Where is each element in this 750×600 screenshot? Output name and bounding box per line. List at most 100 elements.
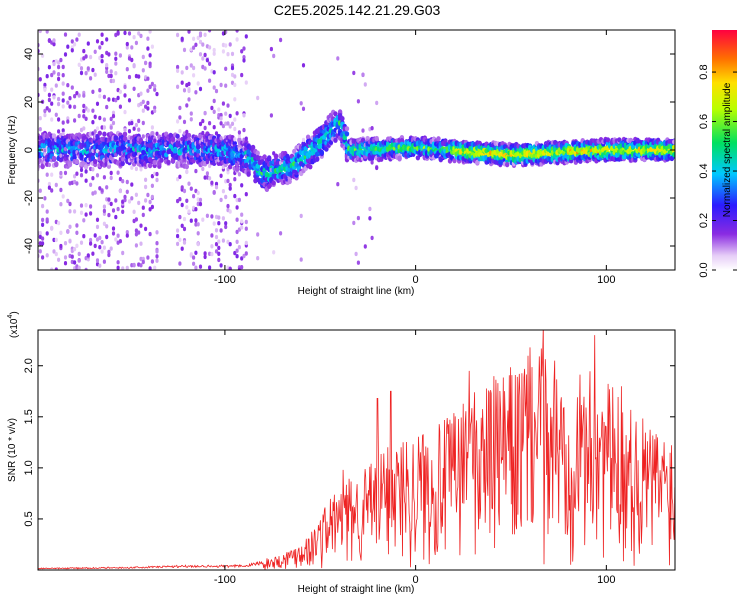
spectrogram-noise-cell — [212, 125, 216, 130]
spectrogram-cell — [333, 137, 338, 143]
spectrogram-noise-cell — [91, 89, 95, 95]
spectrogram-cell — [273, 153, 279, 159]
spectrogram-noise-cell — [134, 192, 138, 197]
spectrogram-cell — [319, 149, 324, 155]
spectrogram-noise-cell — [134, 217, 138, 222]
spectrogram-noise-cell — [233, 74, 237, 79]
spectrogram-noise-cell — [130, 45, 134, 50]
spectrogram-noise-cell — [198, 52, 203, 57]
spectrogram-noise-cell — [176, 233, 180, 239]
spectrogram-noise-cell — [91, 176, 95, 181]
spectrogram-noise-cell — [240, 72, 244, 78]
spectrogram-noise-cell — [47, 92, 52, 98]
spectrogram-noise-cell — [84, 169, 88, 174]
spectrogram-noise-cell — [212, 70, 216, 75]
spectrogram-noise-cell — [217, 239, 221, 244]
spectrogram-noise-cell — [219, 228, 223, 233]
spectrogram-noise-cell — [226, 203, 230, 209]
x-tick-label: 100 — [597, 574, 615, 586]
y-tick-label: 1.5 — [23, 409, 35, 424]
spectrogram-noise-cell — [47, 181, 52, 187]
spectrogram-noise-cell — [370, 126, 374, 131]
spectrogram-noise-cell — [233, 117, 237, 122]
spectrogram-noise-cell — [59, 170, 63, 176]
spectrogram-noise-cell — [189, 186, 193, 191]
spectrogram-noise-cell — [102, 208, 106, 214]
spectrogram-noise-cell — [82, 218, 86, 223]
spectrogram-noise-cell — [57, 101, 61, 107]
spectrogram-noise-cell — [299, 257, 303, 262]
spectrogram-noise-cell — [150, 81, 154, 87]
spectrogram-noise-cell — [98, 45, 102, 50]
spectrogram-noise-cell — [146, 88, 150, 93]
spectrogram-noise-cell — [301, 106, 306, 112]
spectrogram-noise-cell — [224, 194, 228, 200]
spectrogram-noise-cell — [111, 208, 116, 213]
spectrogram-cell — [436, 136, 441, 142]
spectrogram-noise-cell — [155, 91, 159, 97]
spectrogram-noise-cell — [70, 48, 74, 53]
spectrogram-noise-cell — [196, 231, 200, 236]
spectrogram-cell — [308, 164, 313, 170]
spectrogram-noise-cell — [180, 70, 184, 75]
spectrogram-noise-cell — [155, 241, 159, 246]
spectrogram-noise-cell — [93, 243, 97, 249]
spectrogram-noise-cell — [63, 261, 68, 266]
spectrogram-noise-cell — [134, 122, 138, 128]
spectrogram-noise-cell — [130, 57, 134, 63]
spectrogram-noise-cell — [89, 211, 93, 216]
spectrogram-noise-cell — [150, 194, 154, 200]
snr-x-ticks: -100 0 100 — [214, 330, 616, 586]
spectrogram-noise-cell — [107, 97, 111, 102]
spectrogram-noise-cell — [134, 228, 138, 233]
y-tick-label: 2.0 — [23, 358, 35, 373]
spectrogram-noise-cell — [121, 250, 125, 256]
spectrogram-noise-cell — [244, 136, 248, 141]
spectrogram-cell — [51, 133, 57, 139]
spectrogram-cell — [40, 163, 45, 169]
spectrogram-cell — [287, 178, 292, 185]
spectrogram-noise-cell — [107, 212, 111, 218]
spectrogram-noise-cell — [139, 241, 143, 246]
spectrogram-noise-cell — [86, 108, 90, 113]
spectrogram-noise-cell — [356, 99, 360, 104]
spectrogram-noise-cell — [105, 185, 109, 190]
spectrogram-noise-cell — [148, 53, 152, 58]
spectrogram-noise-cell — [102, 204, 106, 209]
spectrogram-noise-cell — [201, 56, 205, 61]
spectrogram-noise-cell — [82, 114, 86, 119]
spectrogram-noise-cell — [77, 265, 81, 270]
spectrogram-cell — [173, 148, 178, 154]
spectrogram-noise-cell — [137, 127, 141, 132]
spectrogram-noise-cell — [45, 217, 49, 222]
spectrogram-noise-cell — [237, 172, 241, 177]
spectrogram-noise-cell — [102, 221, 106, 226]
spectrogram-noise-cell — [203, 251, 207, 256]
spectrogram-noise-cell — [228, 42, 232, 47]
spectrogram-noise-cell — [130, 165, 134, 170]
spectrogram-noise-cell — [52, 249, 56, 254]
spectrogram-noise-cell — [57, 220, 61, 226]
spectrogram-cell — [246, 171, 251, 177]
spectrogram-noise-cell — [86, 41, 90, 46]
spectrogram-noise-cell — [63, 52, 68, 57]
spectrogram-noise-cell — [203, 32, 207, 37]
spectrogram-noise-cell — [47, 162, 52, 168]
spectrogram-noise-cell — [121, 179, 125, 184]
spectrogram-noise-cell — [146, 46, 150, 51]
spectrogram-noise-cell — [244, 34, 248, 39]
spectrogram-noise-cell — [102, 175, 106, 180]
spectrogram-noise-cell — [198, 201, 203, 207]
spectrogram-noise-cell — [118, 188, 122, 194]
spectrogram-noise-cell — [155, 177, 159, 183]
spectrogram-noise-cell — [123, 93, 127, 98]
spectrogram-noise-cell — [123, 84, 127, 90]
spectrogram-cell — [170, 136, 176, 142]
spectrogram-noise-cell — [43, 196, 47, 201]
spectrogram-noise-cell — [45, 253, 49, 258]
spectrogram-noise-cell — [155, 131, 159, 136]
spectrogram-noise-cell — [352, 220, 356, 226]
spectrogram-noise-cell — [150, 125, 154, 130]
spectrogram-noise-cell — [105, 234, 109, 240]
spectrogram-noise-cell — [370, 160, 374, 165]
